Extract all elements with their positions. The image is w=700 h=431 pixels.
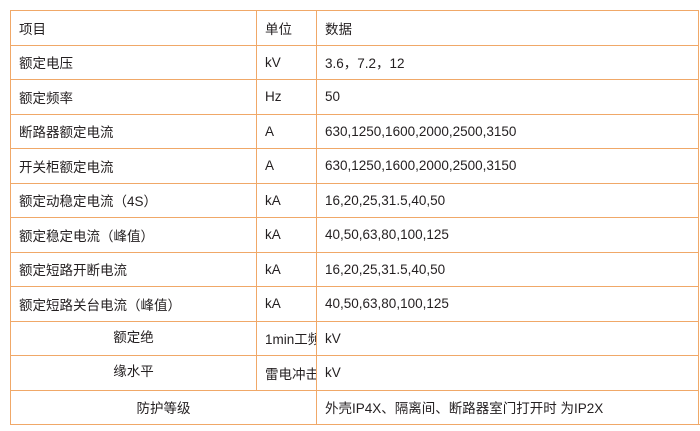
table-row: 额定短路开断电流 kA 16,20,25,31.5,40,50 bbox=[10, 251, 699, 287]
row-unit: A bbox=[256, 113, 317, 149]
row-item-label: 额定频率 bbox=[10, 79, 257, 115]
insulation-group-label-line1: 额定绝 bbox=[10, 320, 257, 356]
row-data: 630,1250,1600,2000,2500,3150 bbox=[316, 148, 699, 184]
protection-row: 防护等级 外壳IP4X、隔离间、断路器室门打开时 为IP2X bbox=[10, 389, 699, 425]
table-row: 额定短路关台电流（峰值） kA 40,50,63,80,100,125 bbox=[10, 286, 699, 322]
insulation-row-label: 雷电冲击耐受电压 bbox=[256, 355, 317, 391]
insulation-group-label-line2: 缘水平 bbox=[10, 355, 257, 391]
table-row: 额定稳定电流（峰值） kA 40,50,63,80,100,125 bbox=[10, 217, 699, 253]
row-unit: kA bbox=[256, 217, 317, 253]
row-unit: kA bbox=[256, 251, 317, 287]
header-unit: 单位 bbox=[256, 10, 317, 46]
row-item-label: 额定短路关台电流（峰值） bbox=[10, 286, 257, 322]
row-item-label: 额定稳定电流（峰值） bbox=[10, 217, 257, 253]
row-data: 16,20,25,31.5,40,50 bbox=[316, 182, 699, 218]
table-row: 额定动稳定电流（4S） kA 16,20,25,31.5,40,50 bbox=[10, 182, 699, 218]
protection-data: 外壳IP4X、隔离间、断路器室门打开时 为IP2X bbox=[316, 389, 699, 425]
row-data: 40,50,63,80,100,125 bbox=[316, 286, 699, 322]
row-item-label: 额定电压 bbox=[10, 44, 257, 80]
row-unit: A bbox=[256, 148, 317, 184]
insulation-row-unit: kV bbox=[316, 320, 699, 356]
row-unit: kA bbox=[256, 182, 317, 218]
row-data: 3.6，7.2，12 bbox=[316, 44, 699, 80]
row-data: 40,50,63,80,100,125 bbox=[316, 217, 699, 253]
row-unit: kA bbox=[256, 286, 317, 322]
row-data: 630,1250,1600,2000,2500,3150 bbox=[316, 113, 699, 149]
row-item-label: 额定短路开断电流 bbox=[10, 251, 257, 287]
row-unit: kV bbox=[256, 44, 317, 80]
row-item-label: 开关柜额定电流 bbox=[10, 148, 257, 184]
table-row: 额定频率 Hz 50 bbox=[10, 79, 699, 115]
header-item: 项目 bbox=[10, 10, 257, 46]
table-row: 断路器额定电流 A 630,1250,1600,2000,2500,3150 bbox=[10, 113, 699, 149]
row-item-label: 断路器额定电流 bbox=[10, 113, 257, 149]
table-header-row: 项目 单位 数据 bbox=[10, 10, 699, 46]
insulation-row-unit: kV bbox=[316, 355, 699, 391]
row-item-label: 额定动稳定电流（4S） bbox=[10, 182, 257, 218]
table-row: 开关柜额定电流 A 630,1250,1600,2000,2500,3150 bbox=[10, 148, 699, 184]
insulation-row-label: 1min工频耐受电压 bbox=[256, 320, 317, 356]
row-data: 50 bbox=[316, 79, 699, 115]
table-row: 额定电压 kV 3.6，7.2，12 bbox=[10, 44, 699, 80]
row-unit: Hz bbox=[256, 79, 317, 115]
specification-table: 项目 单位 数据 额定电压 kV 3.6，7.2，12 额定频率 Hz 50 断… bbox=[10, 10, 699, 425]
insulation-row-power-frequency: 额定绝 1min工频耐受电压 kV 24 32 42 bbox=[10, 320, 699, 356]
row-data: 16,20,25,31.5,40,50 bbox=[316, 251, 699, 287]
header-data: 数据 bbox=[316, 10, 699, 46]
insulation-row-lightning-impulse: 缘水平 雷电冲击耐受电压 kV 40 60 75 bbox=[10, 355, 699, 391]
protection-label: 防护等级 bbox=[10, 389, 317, 425]
